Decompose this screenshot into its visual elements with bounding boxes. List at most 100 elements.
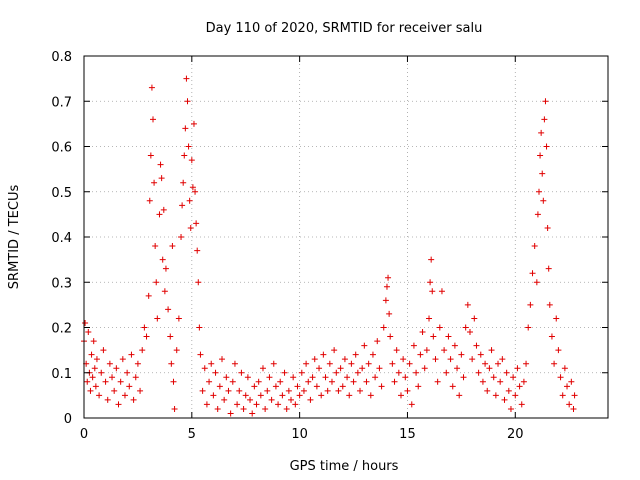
data-point	[538, 129, 545, 136]
data-point	[253, 401, 260, 408]
data-point	[117, 378, 124, 385]
data-point	[348, 360, 355, 367]
data-point	[294, 383, 301, 390]
data-point	[227, 410, 234, 417]
data-point	[359, 365, 366, 372]
data-point	[514, 365, 521, 372]
grid-lines	[84, 56, 608, 418]
data-point	[170, 378, 177, 385]
data-point	[341, 356, 348, 363]
data-point	[331, 347, 338, 354]
data-point	[374, 338, 381, 345]
data-point	[187, 224, 194, 231]
data-point	[541, 116, 548, 123]
data-point	[568, 378, 575, 385]
data-point	[497, 378, 504, 385]
data-point	[303, 360, 310, 367]
data-point	[182, 125, 189, 132]
data-point	[510, 374, 517, 381]
y-tick-label: 0.7	[51, 95, 72, 110]
data-point	[216, 383, 223, 390]
data-point	[255, 378, 262, 385]
data-point	[490, 374, 497, 381]
data-point	[146, 197, 153, 204]
data-point	[270, 360, 277, 367]
data-point	[100, 347, 107, 354]
data-point	[290, 374, 297, 381]
data-point	[212, 369, 219, 376]
data-point	[188, 157, 195, 164]
data-point	[445, 333, 452, 340]
data-point	[264, 387, 271, 394]
data-point	[96, 392, 103, 399]
data-point	[432, 356, 439, 363]
data-point	[85, 329, 92, 336]
data-point	[426, 315, 433, 322]
data-point	[551, 360, 558, 367]
data-point	[84, 378, 91, 385]
data-point	[292, 401, 299, 408]
data-point	[283, 405, 290, 412]
y-tick-label: 0.5	[51, 186, 72, 201]
data-point	[147, 152, 154, 159]
data-point	[92, 383, 99, 390]
data-point	[382, 297, 389, 304]
data-point	[376, 365, 383, 372]
data-point	[523, 360, 530, 367]
x-tick-label: 0	[80, 427, 88, 442]
data-point	[262, 405, 269, 412]
data-point	[201, 365, 208, 372]
data-point	[89, 374, 96, 381]
data-point	[447, 356, 454, 363]
data-point	[313, 383, 320, 390]
data-point	[316, 365, 323, 372]
data-point	[503, 369, 510, 376]
data-point	[229, 378, 236, 385]
y-tick-label: 0.8	[51, 50, 72, 65]
data-point	[208, 360, 215, 367]
x-tick-label: 20	[507, 427, 524, 442]
data-point	[419, 329, 426, 336]
data-point	[333, 369, 340, 376]
data-point	[90, 338, 97, 345]
data-point	[98, 369, 105, 376]
data-point	[365, 360, 372, 367]
data-point	[158, 175, 165, 182]
data-point	[296, 392, 303, 399]
data-point	[429, 288, 436, 295]
x-tick-label: 5	[188, 427, 196, 442]
y-tick-label: 0.2	[51, 322, 72, 337]
data-point	[266, 374, 273, 381]
data-point	[281, 369, 288, 376]
data-point	[206, 378, 213, 385]
data-point	[236, 387, 243, 394]
data-point	[383, 283, 390, 290]
data-point	[148, 84, 155, 91]
data-point	[150, 116, 157, 123]
data-point	[352, 351, 359, 358]
x-tick-label: 15	[399, 427, 416, 442]
data-point	[443, 369, 450, 376]
data-point	[501, 396, 508, 403]
data-point	[288, 396, 295, 403]
data-point	[168, 360, 175, 367]
data-point	[189, 184, 196, 191]
data-point	[180, 179, 187, 186]
data-point	[219, 356, 226, 363]
data-point	[145, 292, 152, 299]
data-point	[324, 387, 331, 394]
data-point	[244, 374, 251, 381]
data-point	[454, 365, 461, 372]
data-point	[223, 374, 230, 381]
data-point	[160, 206, 167, 213]
data-point	[378, 383, 385, 390]
data-point	[456, 392, 463, 399]
data-point	[350, 378, 357, 385]
data-point	[88, 351, 95, 358]
data-point	[389, 360, 396, 367]
data-point	[546, 301, 553, 308]
data-point	[197, 351, 204, 358]
data-point	[130, 396, 137, 403]
data-point	[540, 197, 547, 204]
data-point	[346, 392, 353, 399]
